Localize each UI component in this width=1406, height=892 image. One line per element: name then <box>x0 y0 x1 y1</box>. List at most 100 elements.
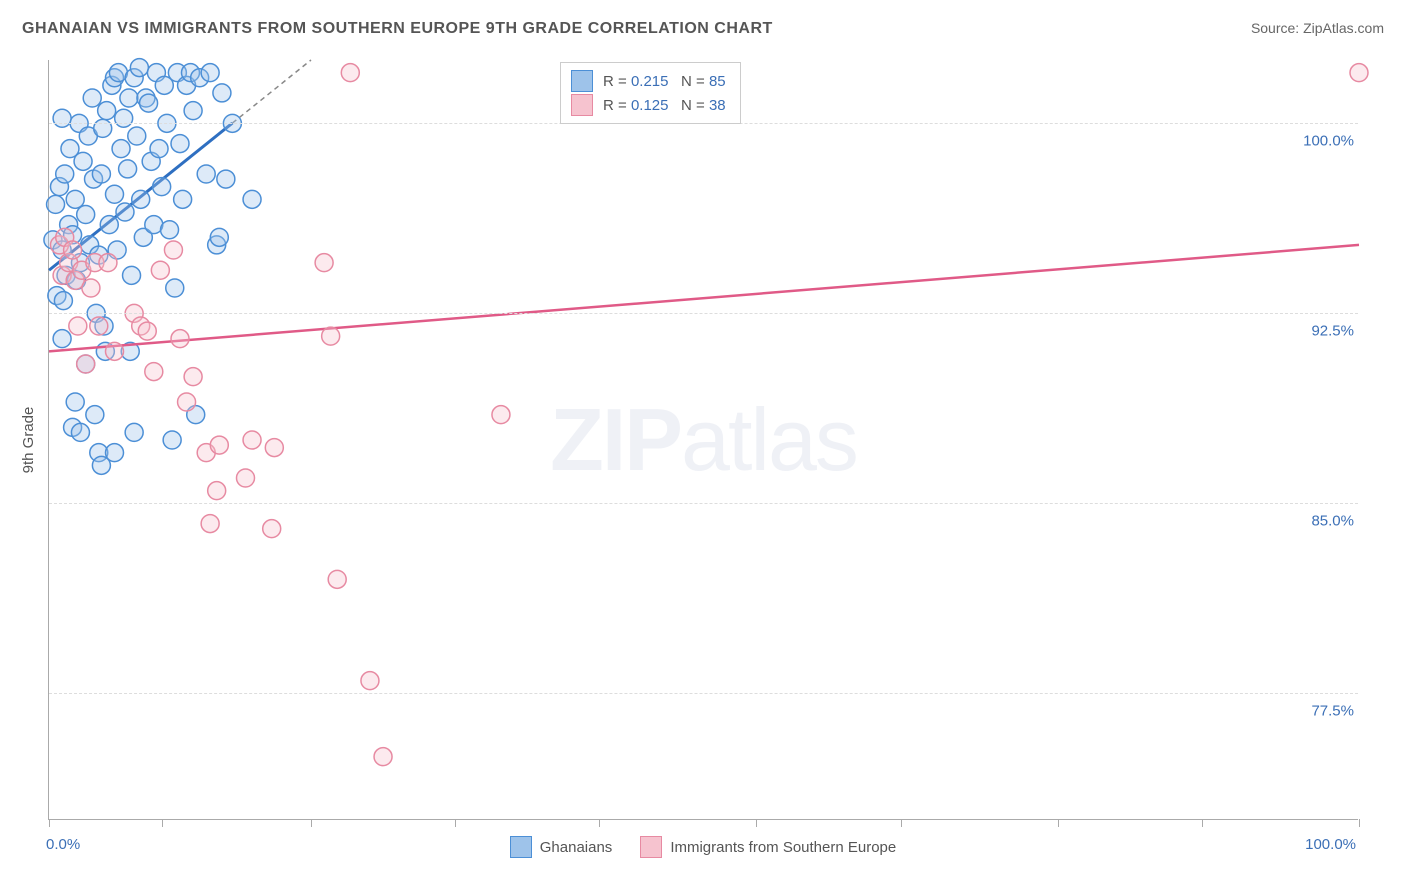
blue-point <box>54 292 72 310</box>
pink-point <box>82 279 100 297</box>
blue-point <box>174 190 192 208</box>
blue-point <box>213 84 231 102</box>
pink-point <box>265 439 283 457</box>
blue-point <box>71 423 89 441</box>
blue-point <box>217 170 235 188</box>
x-tick <box>901 819 902 827</box>
x-tick <box>162 819 163 827</box>
gridline <box>49 313 1358 314</box>
pink-point <box>178 393 196 411</box>
x-tick <box>599 819 600 827</box>
blue-point <box>132 190 150 208</box>
blue-point <box>163 431 181 449</box>
pink-point <box>322 327 340 345</box>
pink-point <box>315 254 333 272</box>
legend-row: R = 0.215 N = 85 <box>571 69 726 93</box>
legend-row: R = 0.125 N = 38 <box>571 93 726 117</box>
blue-point <box>123 266 141 284</box>
pink-point <box>64 241 82 259</box>
x-tick <box>756 819 757 827</box>
scatter-plot-svg <box>49 60 1358 819</box>
blue-point <box>140 94 158 112</box>
x-tick <box>455 819 456 827</box>
blue-point <box>128 127 146 145</box>
pink-point <box>138 322 156 340</box>
blue-point <box>83 89 101 107</box>
x-tick <box>49 819 50 827</box>
pink-point <box>263 520 281 538</box>
legend-label: Ghanaians <box>540 839 613 856</box>
pink-swatch-icon <box>571 94 593 116</box>
x-tick <box>1058 819 1059 827</box>
pink-point <box>201 515 219 533</box>
legend-item: Ghanaians <box>510 836 613 858</box>
pink-point <box>208 482 226 500</box>
y-tick-label: 85.0% <box>1311 513 1362 530</box>
gridline <box>49 503 1358 504</box>
legend-series: Ghanaians Immigrants from Southern Europe <box>0 836 1406 858</box>
blue-point <box>74 152 92 170</box>
pink-swatch-icon <box>640 836 662 858</box>
pink-point <box>361 672 379 690</box>
pink-point <box>492 406 510 424</box>
blue-point <box>125 423 143 441</box>
blue-point <box>243 190 261 208</box>
blue-point <box>201 64 219 82</box>
gridline <box>49 693 1358 694</box>
y-tick-label: 77.5% <box>1311 703 1362 720</box>
x-tick <box>311 819 312 827</box>
blue-point <box>166 279 184 297</box>
pink-point <box>106 342 124 360</box>
blue-point <box>66 393 84 411</box>
blue-point <box>120 89 138 107</box>
blue-swatch-icon <box>571 70 593 92</box>
y-tick-label: 92.5% <box>1311 323 1362 340</box>
blue-point <box>92 165 110 183</box>
blue-point <box>115 109 133 127</box>
pink-point <box>374 748 392 766</box>
blue-point <box>53 330 71 348</box>
pink-point <box>243 431 261 449</box>
pink-point <box>77 355 95 373</box>
blue-point <box>106 185 124 203</box>
blue-point <box>98 102 116 120</box>
pink-point <box>99 254 117 272</box>
y-axis-label: 9th Grade <box>20 407 37 474</box>
blue-point <box>153 178 171 196</box>
legend-correlation: R = 0.215 N = 85R = 0.125 N = 38 <box>560 62 741 124</box>
pink-point <box>210 436 228 454</box>
blue-point <box>210 228 228 246</box>
blue-point <box>94 119 112 137</box>
pink-point <box>237 469 255 487</box>
pink-point <box>69 317 87 335</box>
blue-point <box>119 160 137 178</box>
plot-area: ZIPatlas 77.5%85.0%92.5%100.0% <box>48 60 1358 820</box>
pink-point <box>90 317 108 335</box>
blue-point <box>53 109 71 127</box>
blue-point <box>171 135 189 153</box>
blue-point <box>150 140 168 158</box>
pink-point <box>164 241 182 259</box>
y-tick-label: 100.0% <box>1303 133 1362 150</box>
pink-point <box>145 363 163 381</box>
blue-point <box>47 195 65 213</box>
blue-point <box>184 102 202 120</box>
chart-title: GHANAIAN VS IMMIGRANTS FROM SOUTHERN EUR… <box>22 20 773 38</box>
blue-point <box>197 165 215 183</box>
legend-label: Immigrants from Southern Europe <box>670 839 896 856</box>
blue-point <box>77 206 95 224</box>
x-tick <box>1359 819 1360 827</box>
pink-point <box>171 330 189 348</box>
legend-item: Immigrants from Southern Europe <box>640 836 896 858</box>
x-tick <box>1202 819 1203 827</box>
pink-point <box>341 64 359 82</box>
source-label: Source: ZipAtlas.com <box>1251 20 1384 36</box>
blue-point <box>66 190 84 208</box>
blue-swatch-icon <box>510 836 532 858</box>
blue-point <box>86 406 104 424</box>
blue-point <box>106 444 124 462</box>
pink-point <box>1350 64 1368 82</box>
pink-point <box>151 261 169 279</box>
blue-point <box>112 140 130 158</box>
blue-point <box>100 216 118 234</box>
